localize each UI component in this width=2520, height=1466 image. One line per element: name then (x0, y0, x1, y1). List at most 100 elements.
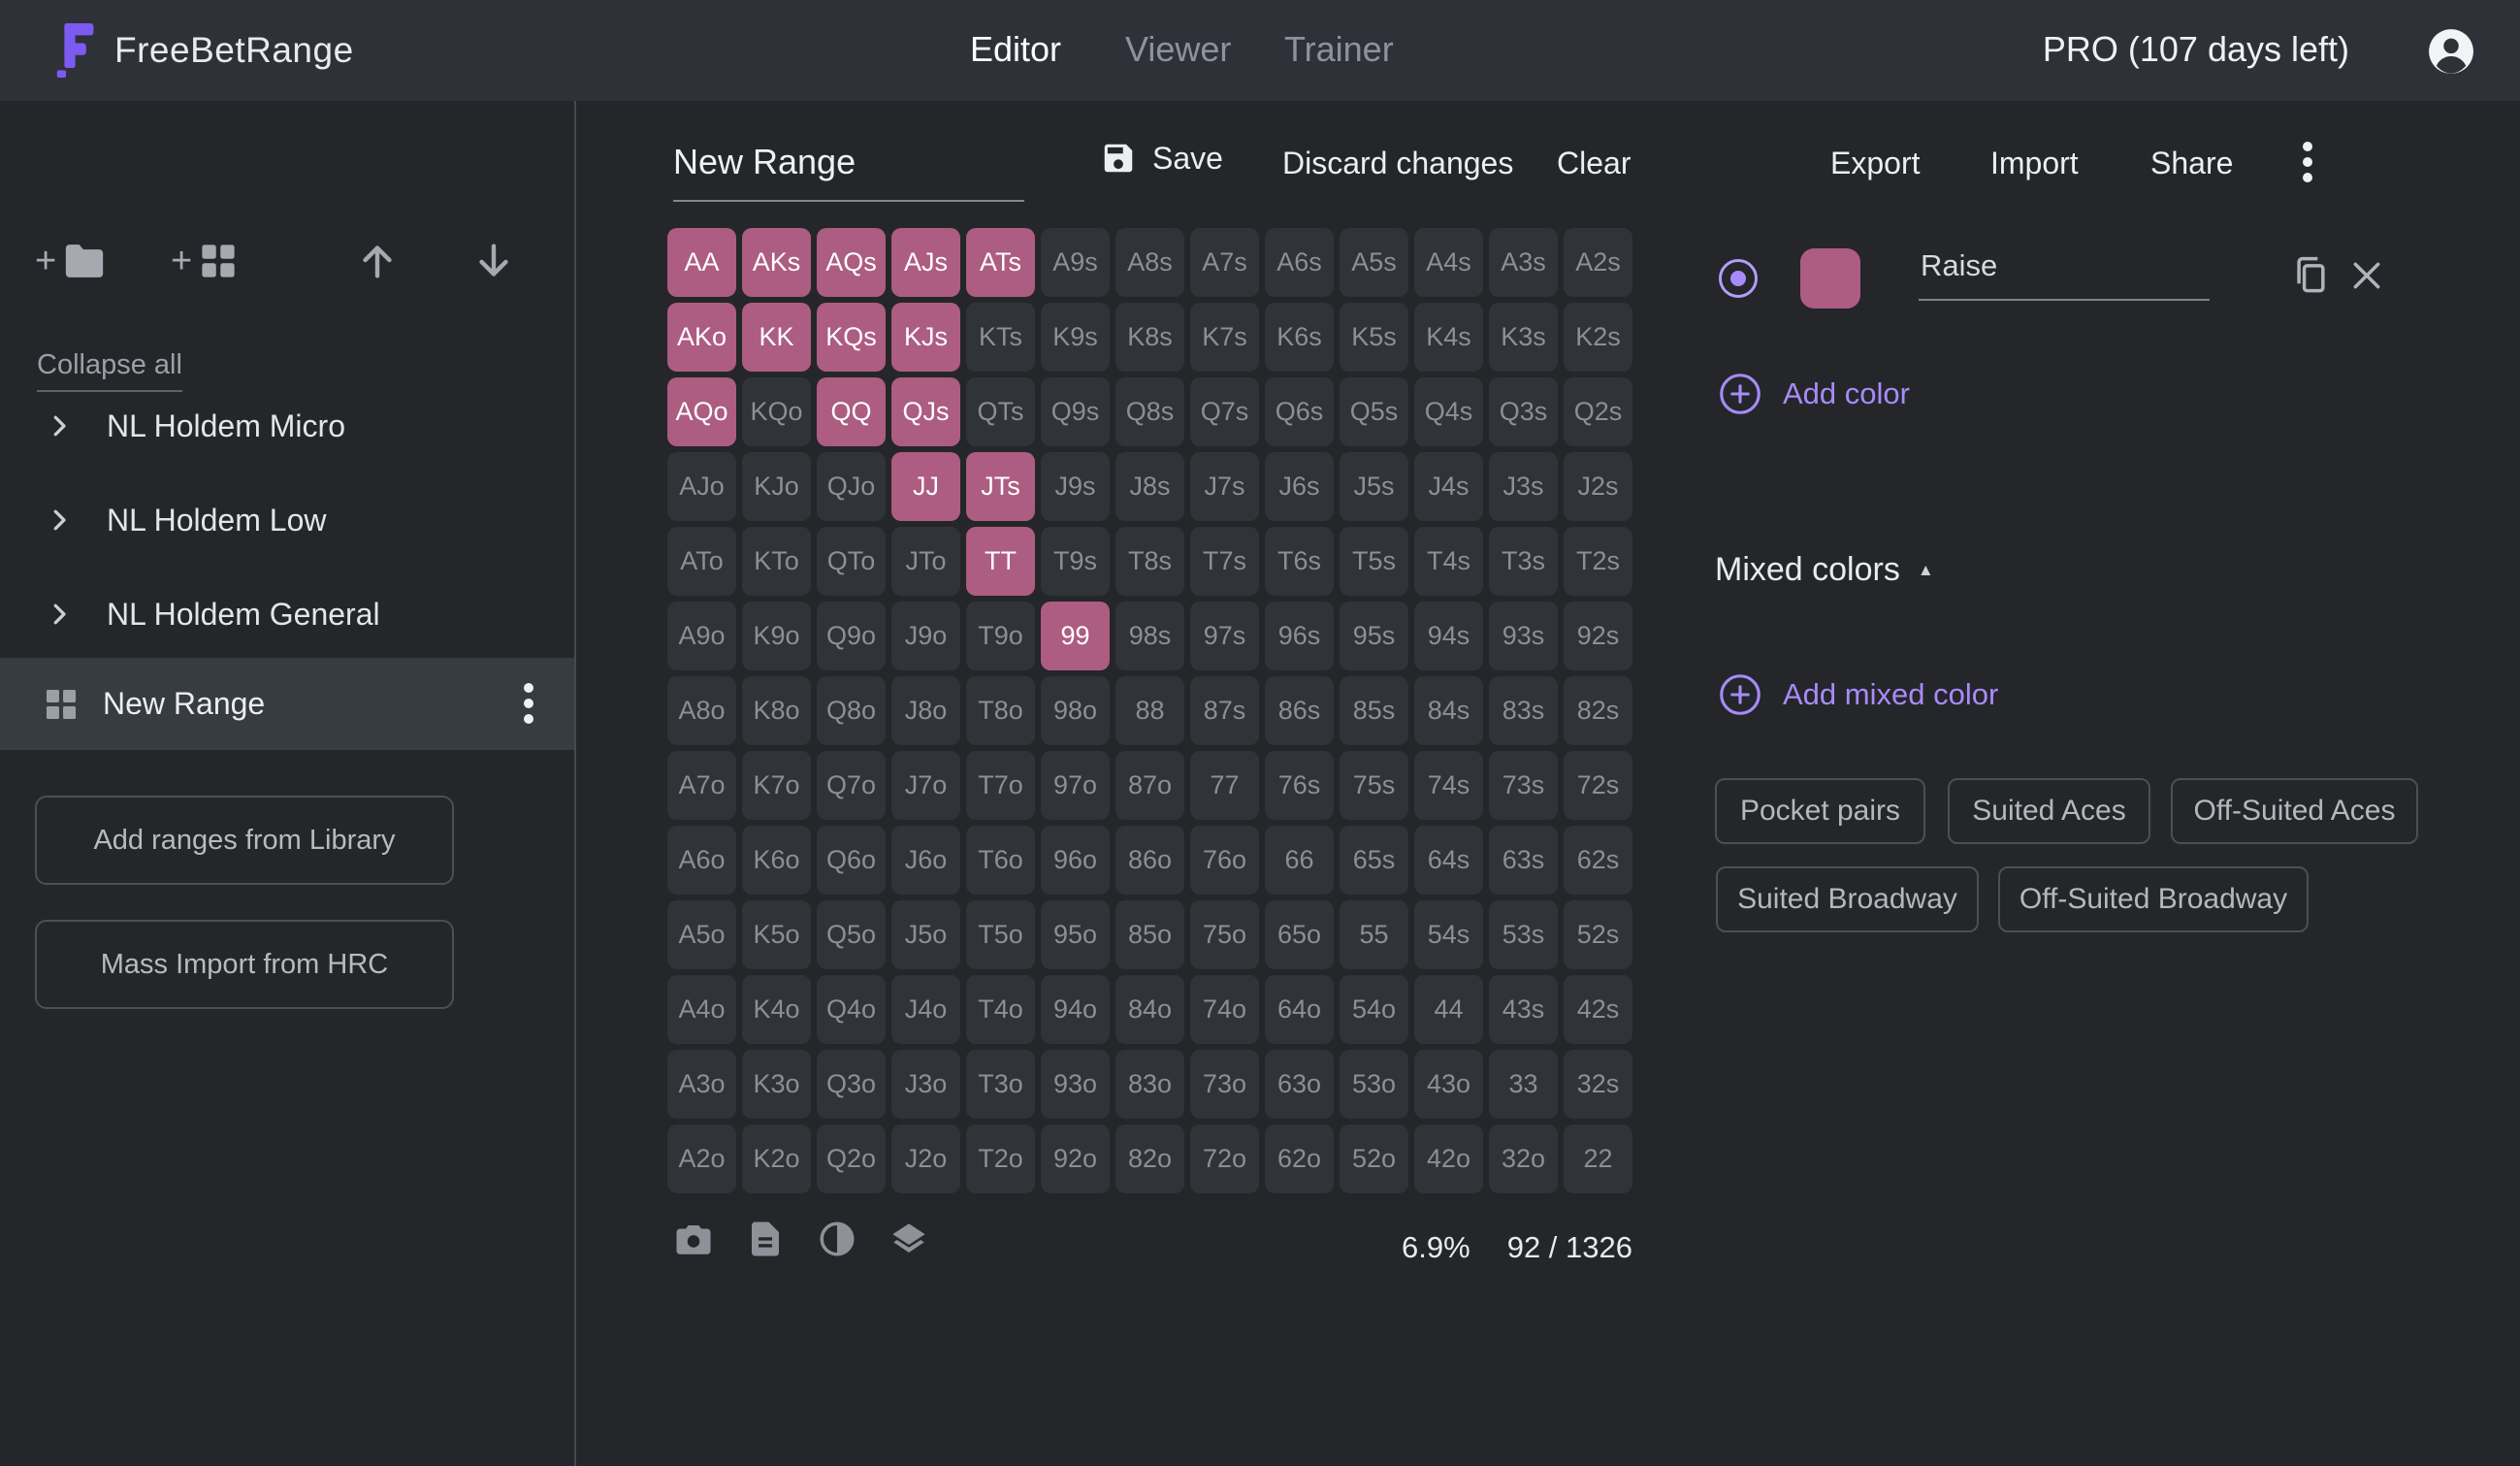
hand-cell-75o[interactable]: 75o (1190, 900, 1259, 969)
sidebar-item-nl-holdem-micro[interactable]: NL Holdem Micro (0, 388, 574, 464)
hand-cell-A7s[interactable]: A7s (1190, 228, 1259, 297)
tab-editor[interactable]: Editor (970, 29, 1062, 69)
hand-cell-K8o[interactable]: K8o (742, 676, 811, 745)
hand-cell-43o[interactable]: 43o (1414, 1050, 1483, 1119)
hand-cell-ATo[interactable]: ATo (667, 527, 736, 596)
hand-cell-Q8s[interactable]: Q8s (1115, 377, 1184, 446)
export-button[interactable]: Export (1830, 146, 1920, 181)
hand-cell-T3s[interactable]: T3s (1489, 527, 1558, 596)
sidebar-item-nl-holdem-low[interactable]: NL Holdem Low (0, 482, 574, 558)
save-button[interactable]: Save (1100, 140, 1223, 177)
hand-cell-J6o[interactable]: J6o (891, 826, 960, 895)
hand-cell-54o[interactable]: 54o (1340, 975, 1408, 1044)
clear-button[interactable]: Clear (1557, 146, 1631, 181)
hand-cell-J6s[interactable]: J6s (1265, 452, 1334, 521)
hand-cell-T6s[interactable]: T6s (1265, 527, 1334, 596)
hand-cell-J3o[interactable]: J3o (891, 1050, 960, 1119)
add-color-button[interactable]: Add color (1719, 373, 1910, 415)
import-button[interactable]: Import (1990, 146, 2079, 181)
sidebar-item-nl-holdem-general[interactable]: NL Holdem General (0, 576, 574, 652)
hand-cell-A3o[interactable]: A3o (667, 1050, 736, 1119)
preset-off-suited-aces-button[interactable]: Off-Suited Aces (2171, 778, 2418, 844)
hand-cell-72s[interactable]: 72s (1564, 751, 1632, 820)
hand-cell-A4o[interactable]: A4o (667, 975, 736, 1044)
hand-cell-A6o[interactable]: A6o (667, 826, 736, 895)
hand-cell-A6s[interactable]: A6s (1265, 228, 1334, 297)
hand-cell-96o[interactable]: 96o (1041, 826, 1110, 895)
hand-cell-84s[interactable]: 84s (1414, 676, 1483, 745)
hand-cell-K6s[interactable]: K6s (1265, 303, 1334, 372)
hand-cell-T4s[interactable]: T4s (1414, 527, 1483, 596)
hand-cell-AKs[interactable]: AKs (742, 228, 811, 297)
hand-cell-88[interactable]: 88 (1115, 676, 1184, 745)
hand-cell-Q4o[interactable]: Q4o (817, 975, 886, 1044)
hand-cell-52s[interactable]: 52s (1564, 900, 1632, 969)
hand-cell-K4s[interactable]: K4s (1414, 303, 1483, 372)
hand-cell-84o[interactable]: 84o (1115, 975, 1184, 1044)
remove-color-icon[interactable] (2347, 256, 2386, 295)
hand-cell-Q7o[interactable]: Q7o (817, 751, 886, 820)
color-swatch[interactable] (1800, 248, 1860, 309)
tab-viewer[interactable]: Viewer (1125, 29, 1232, 69)
hand-cell-94s[interactable]: 94s (1414, 602, 1483, 670)
screenshot-camera-icon[interactable] (673, 1219, 714, 1259)
hand-cell-53s[interactable]: 53s (1489, 900, 1558, 969)
hand-cell-AQo[interactable]: AQo (667, 377, 736, 446)
hand-cell-Q3o[interactable]: Q3o (817, 1050, 886, 1119)
move-up-button[interactable] (355, 239, 400, 283)
contrast-icon[interactable] (817, 1219, 857, 1259)
hand-cell-J9s[interactable]: J9s (1041, 452, 1110, 521)
hand-cell-K9o[interactable]: K9o (742, 602, 811, 670)
hand-cell-JJ[interactable]: JJ (891, 452, 960, 521)
hand-cell-J8o[interactable]: J8o (891, 676, 960, 745)
hand-cell-A3s[interactable]: A3s (1489, 228, 1558, 297)
hand-cell-J7o[interactable]: J7o (891, 751, 960, 820)
hand-cell-KTs[interactable]: KTs (966, 303, 1035, 372)
hand-cell-A2o[interactable]: A2o (667, 1124, 736, 1193)
hand-cell-T8s[interactable]: T8s (1115, 527, 1184, 596)
hand-cell-JTo[interactable]: JTo (891, 527, 960, 596)
hand-cell-Q6o[interactable]: Q6o (817, 826, 886, 895)
hand-cell-AJo[interactable]: AJo (667, 452, 736, 521)
hand-cell-Q6s[interactable]: Q6s (1265, 377, 1334, 446)
toolbar-menu-kebab-icon[interactable] (2303, 142, 2312, 182)
hand-cell-AJs[interactable]: AJs (891, 228, 960, 297)
hand-cell-ATs[interactable]: ATs (966, 228, 1035, 297)
hand-cell-J4o[interactable]: J4o (891, 975, 960, 1044)
new-folder-button[interactable]: + (35, 239, 107, 283)
hand-cell-74o[interactable]: 74o (1190, 975, 1259, 1044)
hand-cell-77[interactable]: 77 (1190, 751, 1259, 820)
hand-cell-Q3s[interactable]: Q3s (1489, 377, 1558, 446)
layers-icon[interactable] (888, 1219, 929, 1259)
hand-cell-QTs[interactable]: QTs (966, 377, 1035, 446)
hand-cell-J2s[interactable]: J2s (1564, 452, 1632, 521)
hand-cell-82o[interactable]: 82o (1115, 1124, 1184, 1193)
hand-cell-93s[interactable]: 93s (1489, 602, 1558, 670)
hand-cell-32o[interactable]: 32o (1489, 1124, 1558, 1193)
hand-cell-T7s[interactable]: T7s (1190, 527, 1259, 596)
hand-cell-63s[interactable]: 63s (1489, 826, 1558, 895)
hand-cell-K6o[interactable]: K6o (742, 826, 811, 895)
hand-cell-J5o[interactable]: J5o (891, 900, 960, 969)
duplicate-color-icon[interactable] (2289, 254, 2332, 297)
hand-cell-J9o[interactable]: J9o (891, 602, 960, 670)
hand-cell-52o[interactable]: 52o (1340, 1124, 1408, 1193)
hand-cell-T9s[interactable]: T9s (1041, 527, 1110, 596)
hand-cell-A5s[interactable]: A5s (1340, 228, 1408, 297)
hand-cell-JTs[interactable]: JTs (966, 452, 1035, 521)
hand-cell-92s[interactable]: 92s (1564, 602, 1632, 670)
hand-cell-66[interactable]: 66 (1265, 826, 1334, 895)
hand-cell-AQs[interactable]: AQs (817, 228, 886, 297)
hand-cell-QQ[interactable]: QQ (817, 377, 886, 446)
hand-cell-82s[interactable]: 82s (1564, 676, 1632, 745)
hand-cell-98s[interactable]: 98s (1115, 602, 1184, 670)
hand-cell-83o[interactable]: 83o (1115, 1050, 1184, 1119)
hand-cell-T2o[interactable]: T2o (966, 1124, 1035, 1193)
hand-cell-QJs[interactable]: QJs (891, 377, 960, 446)
hand-cell-65s[interactable]: 65s (1340, 826, 1408, 895)
hand-cell-J8s[interactable]: J8s (1115, 452, 1184, 521)
hand-cell-K7o[interactable]: K7o (742, 751, 811, 820)
hand-cell-44[interactable]: 44 (1414, 975, 1483, 1044)
hand-cell-K9s[interactable]: K9s (1041, 303, 1110, 372)
hand-cell-Q8o[interactable]: Q8o (817, 676, 886, 745)
